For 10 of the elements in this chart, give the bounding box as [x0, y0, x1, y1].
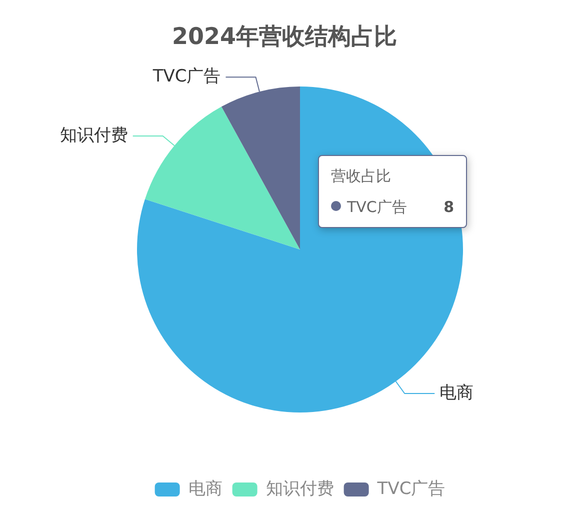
legend-label: 电商 — [188, 478, 222, 499]
legend-label: 知识付费 — [266, 478, 334, 499]
legend-label: TVC广告 — [347, 198, 407, 216]
slice-label: 知识付费 — [60, 125, 128, 146]
slice-label: TVC广告 — [152, 66, 221, 87]
tooltip: 营收占比 TVC广告 8 — [318, 155, 467, 228]
category-label: TVC广告 — [377, 478, 446, 499]
data-label: 8 — [444, 197, 454, 217]
chart-title: 2024年营收结构占比 — [170, 23, 398, 52]
slice-label: 电商 — [440, 382, 474, 403]
